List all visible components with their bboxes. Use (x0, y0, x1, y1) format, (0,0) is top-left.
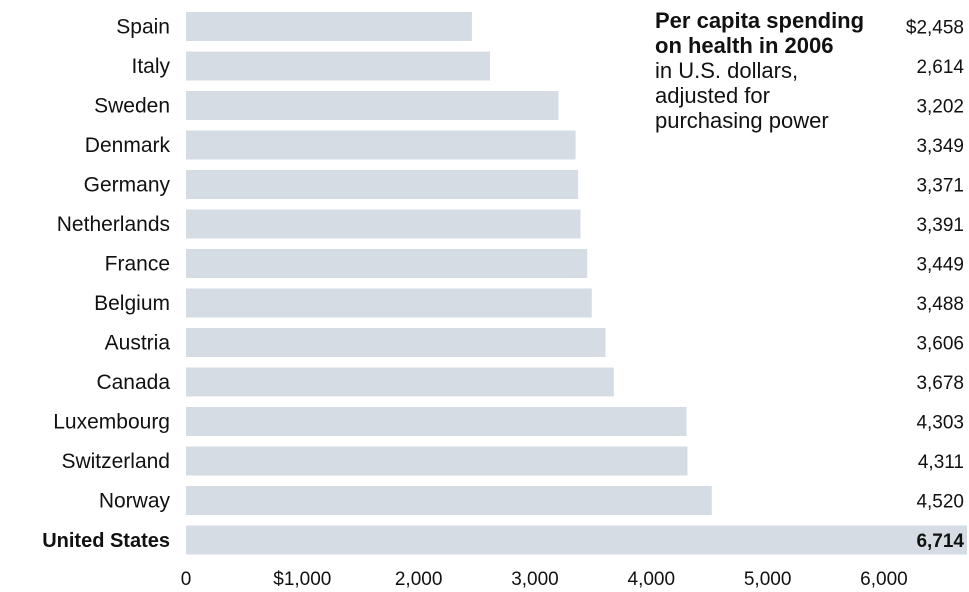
x-tick-label: 3,000 (511, 569, 559, 590)
value-label: 3,391 (916, 215, 964, 236)
x-tick-label: 5,000 (744, 569, 792, 590)
chart-subtitle: in U.S. dollars, adjusted for purchasing… (655, 58, 829, 133)
category-label: Italy (131, 55, 170, 78)
value-label: 4,520 (916, 492, 964, 513)
bar-austria (186, 328, 606, 357)
bar-italy (186, 51, 491, 81)
value-label: 3,606 (916, 334, 964, 355)
bar-united-states (186, 525, 967, 555)
category-label: Denmark (85, 134, 171, 157)
value-label: 2,614 (916, 57, 964, 78)
value-label: 4,303 (916, 413, 964, 434)
bar-spain (186, 12, 472, 41)
value-label: 3,371 (916, 176, 964, 197)
bar-switzerland (186, 446, 688, 476)
value-label: 3,449 (916, 255, 964, 276)
category-label: France (105, 253, 170, 276)
bar-luxembourg (186, 407, 687, 436)
category-label: Austria (105, 332, 171, 355)
chart-title-block: Per capita spending on health in 2006 in… (655, 8, 875, 133)
bar-germany (186, 170, 579, 199)
category-label: Spain (116, 16, 170, 39)
value-label: $2,458 (906, 18, 964, 39)
category-label: Canada (96, 371, 170, 394)
bar-canada (186, 367, 614, 397)
x-tick-label: 2,000 (395, 569, 443, 590)
category-label: Belgium (94, 292, 170, 315)
value-label: 3,488 (916, 294, 964, 315)
bar-denmark (186, 130, 576, 160)
category-label: Norway (99, 490, 171, 513)
category-label: Netherlands (57, 213, 170, 236)
category-label: Sweden (94, 95, 170, 118)
value-label: 3,202 (916, 97, 964, 118)
bar-france (186, 249, 588, 278)
category-label: Germany (84, 174, 171, 197)
x-tick-label: 6,000 (860, 569, 908, 590)
bar-norway (186, 486, 712, 515)
category-label: Luxembourg (53, 411, 170, 434)
bar-netherlands (186, 209, 581, 239)
category-label: Switzerland (61, 450, 170, 473)
x-tick-label: 0 (181, 569, 192, 590)
category-label: United States (42, 530, 170, 552)
bar-sweden (186, 91, 559, 120)
bar-belgium (186, 288, 592, 318)
chart-title: Per capita spending on health in 2006 (655, 8, 865, 58)
value-label: 3,349 (916, 136, 964, 157)
x-tick-label: $1,000 (273, 569, 331, 590)
value-label: 6,714 (916, 531, 964, 552)
x-tick-label: 4,000 (628, 569, 676, 590)
value-label: 4,311 (918, 452, 964, 473)
value-label: 3,678 (916, 373, 964, 394)
